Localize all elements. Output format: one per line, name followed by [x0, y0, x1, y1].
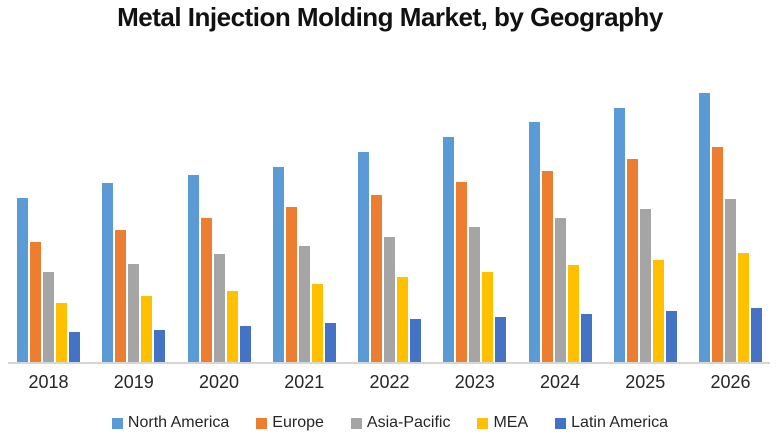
bar-mea-2019: [141, 296, 153, 362]
bar-latin-america-2025: [665, 311, 677, 362]
bar-europe-2024: [541, 171, 553, 362]
legend-swatch-north-america-icon: [111, 417, 123, 429]
bar-north-america-2021: [272, 167, 284, 362]
bar-asia-pacific-2021: [298, 246, 310, 362]
bar-europe-2025: [626, 159, 638, 362]
bar-group-2018: [17, 62, 80, 362]
x-axis-label-2018: 2018: [28, 372, 69, 392]
bar-latin-america-2022: [410, 319, 421, 362]
bar-europe-2019: [115, 230, 127, 362]
legend-item-asia-pacific: Asia-Pacific: [350, 414, 451, 432]
x-axis-label-2025: 2025: [625, 372, 666, 392]
bar-mea-2024: [567, 265, 579, 362]
bar-europe-2018: [30, 242, 41, 362]
bar-mea-2025: [652, 260, 664, 362]
bar-north-america-2024: [528, 122, 540, 362]
legend-label-latin-america: Latin America: [571, 414, 669, 431]
legend-label-mea: MEA: [493, 414, 529, 431]
bar-asia-pacific-2023: [469, 227, 481, 362]
bar-group-2025: [613, 62, 677, 362]
x-axis-label-2024: 2024: [539, 372, 581, 392]
bar-asia-pacific-2025: [639, 209, 651, 362]
bar-north-america-2023: [443, 137, 455, 362]
bar-north-america-2026: [699, 93, 710, 362]
bar-latin-america-2023: [495, 317, 507, 362]
bar-group-2026: [699, 62, 762, 362]
bar-group-2023: [443, 62, 507, 362]
bar-group-2020: [187, 62, 251, 362]
bar-mea-2023: [482, 272, 494, 362]
bar-asia-pacific-2024: [554, 218, 566, 362]
legend: North America Europe Asia-Pacific MEA Latin …: [0, 414, 780, 432]
x-axis-label-2019: 2019: [113, 372, 154, 392]
bar-europe-2022: [371, 195, 382, 362]
bar-europe-2020: [200, 218, 212, 362]
bar-mea-2018: [56, 303, 67, 362]
bar-north-america-2022: [358, 152, 369, 362]
legend-item-europe: Europe: [256, 414, 324, 432]
plot-area: [17, 62, 762, 362]
legend-item-latin-america: Latin America: [555, 414, 668, 432]
bar-group-2022: [358, 62, 421, 362]
x-axis-label-2022: 2022: [369, 372, 410, 392]
bar-asia-pacific-2020: [213, 254, 225, 362]
legend-item-mea: MEA: [477, 414, 528, 432]
legend-label-north-america: North America: [127, 414, 230, 431]
legend-item-north-america: North America: [111, 414, 230, 432]
legend-label-europe: Europe: [272, 414, 324, 431]
x-axis-label-2020: 2020: [198, 372, 240, 392]
bar-mea-2026: [738, 253, 749, 362]
legend-label-asia-pacific: Asia-Pacific: [366, 414, 451, 431]
x-axis-label-2021: 2021: [284, 372, 325, 392]
bar-asia-pacific-2019: [128, 264, 140, 362]
bar-north-america-2019: [102, 183, 114, 362]
bar-group-2024: [528, 62, 592, 362]
bar-latin-america-2020: [239, 326, 251, 362]
bar-latin-america-2026: [751, 308, 762, 362]
bar-latin-america-2024: [580, 314, 592, 362]
legend-swatch-mea-icon: [477, 417, 489, 429]
bar-asia-pacific-2026: [725, 199, 736, 362]
bar-europe-2021: [285, 207, 297, 362]
bar-asia-pacific-2018: [43, 272, 54, 362]
bar-latin-america-2021: [324, 323, 336, 362]
bar-group-2021: [272, 62, 336, 362]
bar-mea-2021: [311, 284, 323, 362]
chart-title: Metal Injection Molding Market, by Geogr…: [117, 2, 663, 32]
bar-europe-2023: [456, 182, 468, 362]
x-axis-label-2023: 2023: [454, 372, 495, 392]
bar-north-america-2020: [187, 175, 199, 362]
bar-latin-america-2019: [154, 330, 166, 362]
bar-north-america-2018: [17, 198, 28, 362]
x-axis-label-2026: 2026: [710, 372, 751, 392]
bar-north-america-2025: [613, 108, 625, 362]
legend-swatch-asia-pacific-icon: [350, 417, 362, 429]
bar-europe-2026: [712, 147, 723, 362]
bar-mea-2020: [226, 291, 238, 362]
bar-asia-pacific-2022: [384, 237, 395, 362]
x-axis-labels: 2018 2019 2020 2021 2022 2023 2024 2025 2026: [17, 372, 762, 393]
bar-latin-america-2018: [69, 332, 80, 362]
x-axis-line: [8, 362, 770, 364]
legend-swatch-latin-america-icon: [555, 417, 567, 429]
legend-swatch-europe-icon: [256, 417, 268, 429]
bar-mea-2022: [397, 277, 408, 362]
bar-group-2019: [102, 62, 166, 362]
